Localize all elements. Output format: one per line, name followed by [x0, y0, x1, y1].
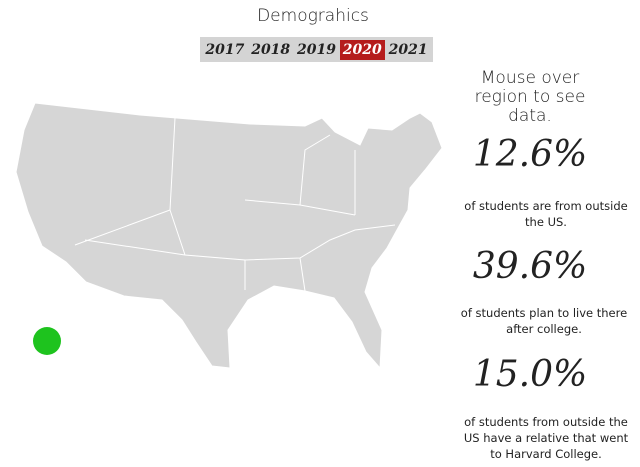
- year-tab[interactable]: 2021: [388, 41, 428, 58]
- title: Demograhics: [257, 6, 369, 26]
- map: [15, 102, 443, 370]
- stat-caption: of students are from outside the US.: [464, 199, 628, 229]
- year-tab[interactable]: 2019: [297, 41, 336, 58]
- stat-caption: of students from outside the US have a r…: [463, 415, 629, 461]
- stat-caption: of students plan to live there after col…: [460, 306, 628, 336]
- year-tab[interactable]: 2017: [205, 41, 245, 58]
- prompt: Mouse over region to see data.: [474, 68, 586, 126]
- stat-value: 15.0%: [472, 354, 588, 395]
- year-tab[interactable]: 2020: [339, 39, 385, 60]
- year-tab[interactable]: 2018: [251, 41, 291, 58]
- state-borders: [74, 117, 396, 292]
- us-map[interactable]: [15, 102, 443, 370]
- year-tabs: 2017 2018 2019 2020 2021: [200, 37, 433, 62]
- stat-value: 39.6%: [472, 246, 588, 287]
- stat-value: 12.6%: [472, 134, 588, 175]
- region-marker[interactable]: [33, 327, 61, 355]
